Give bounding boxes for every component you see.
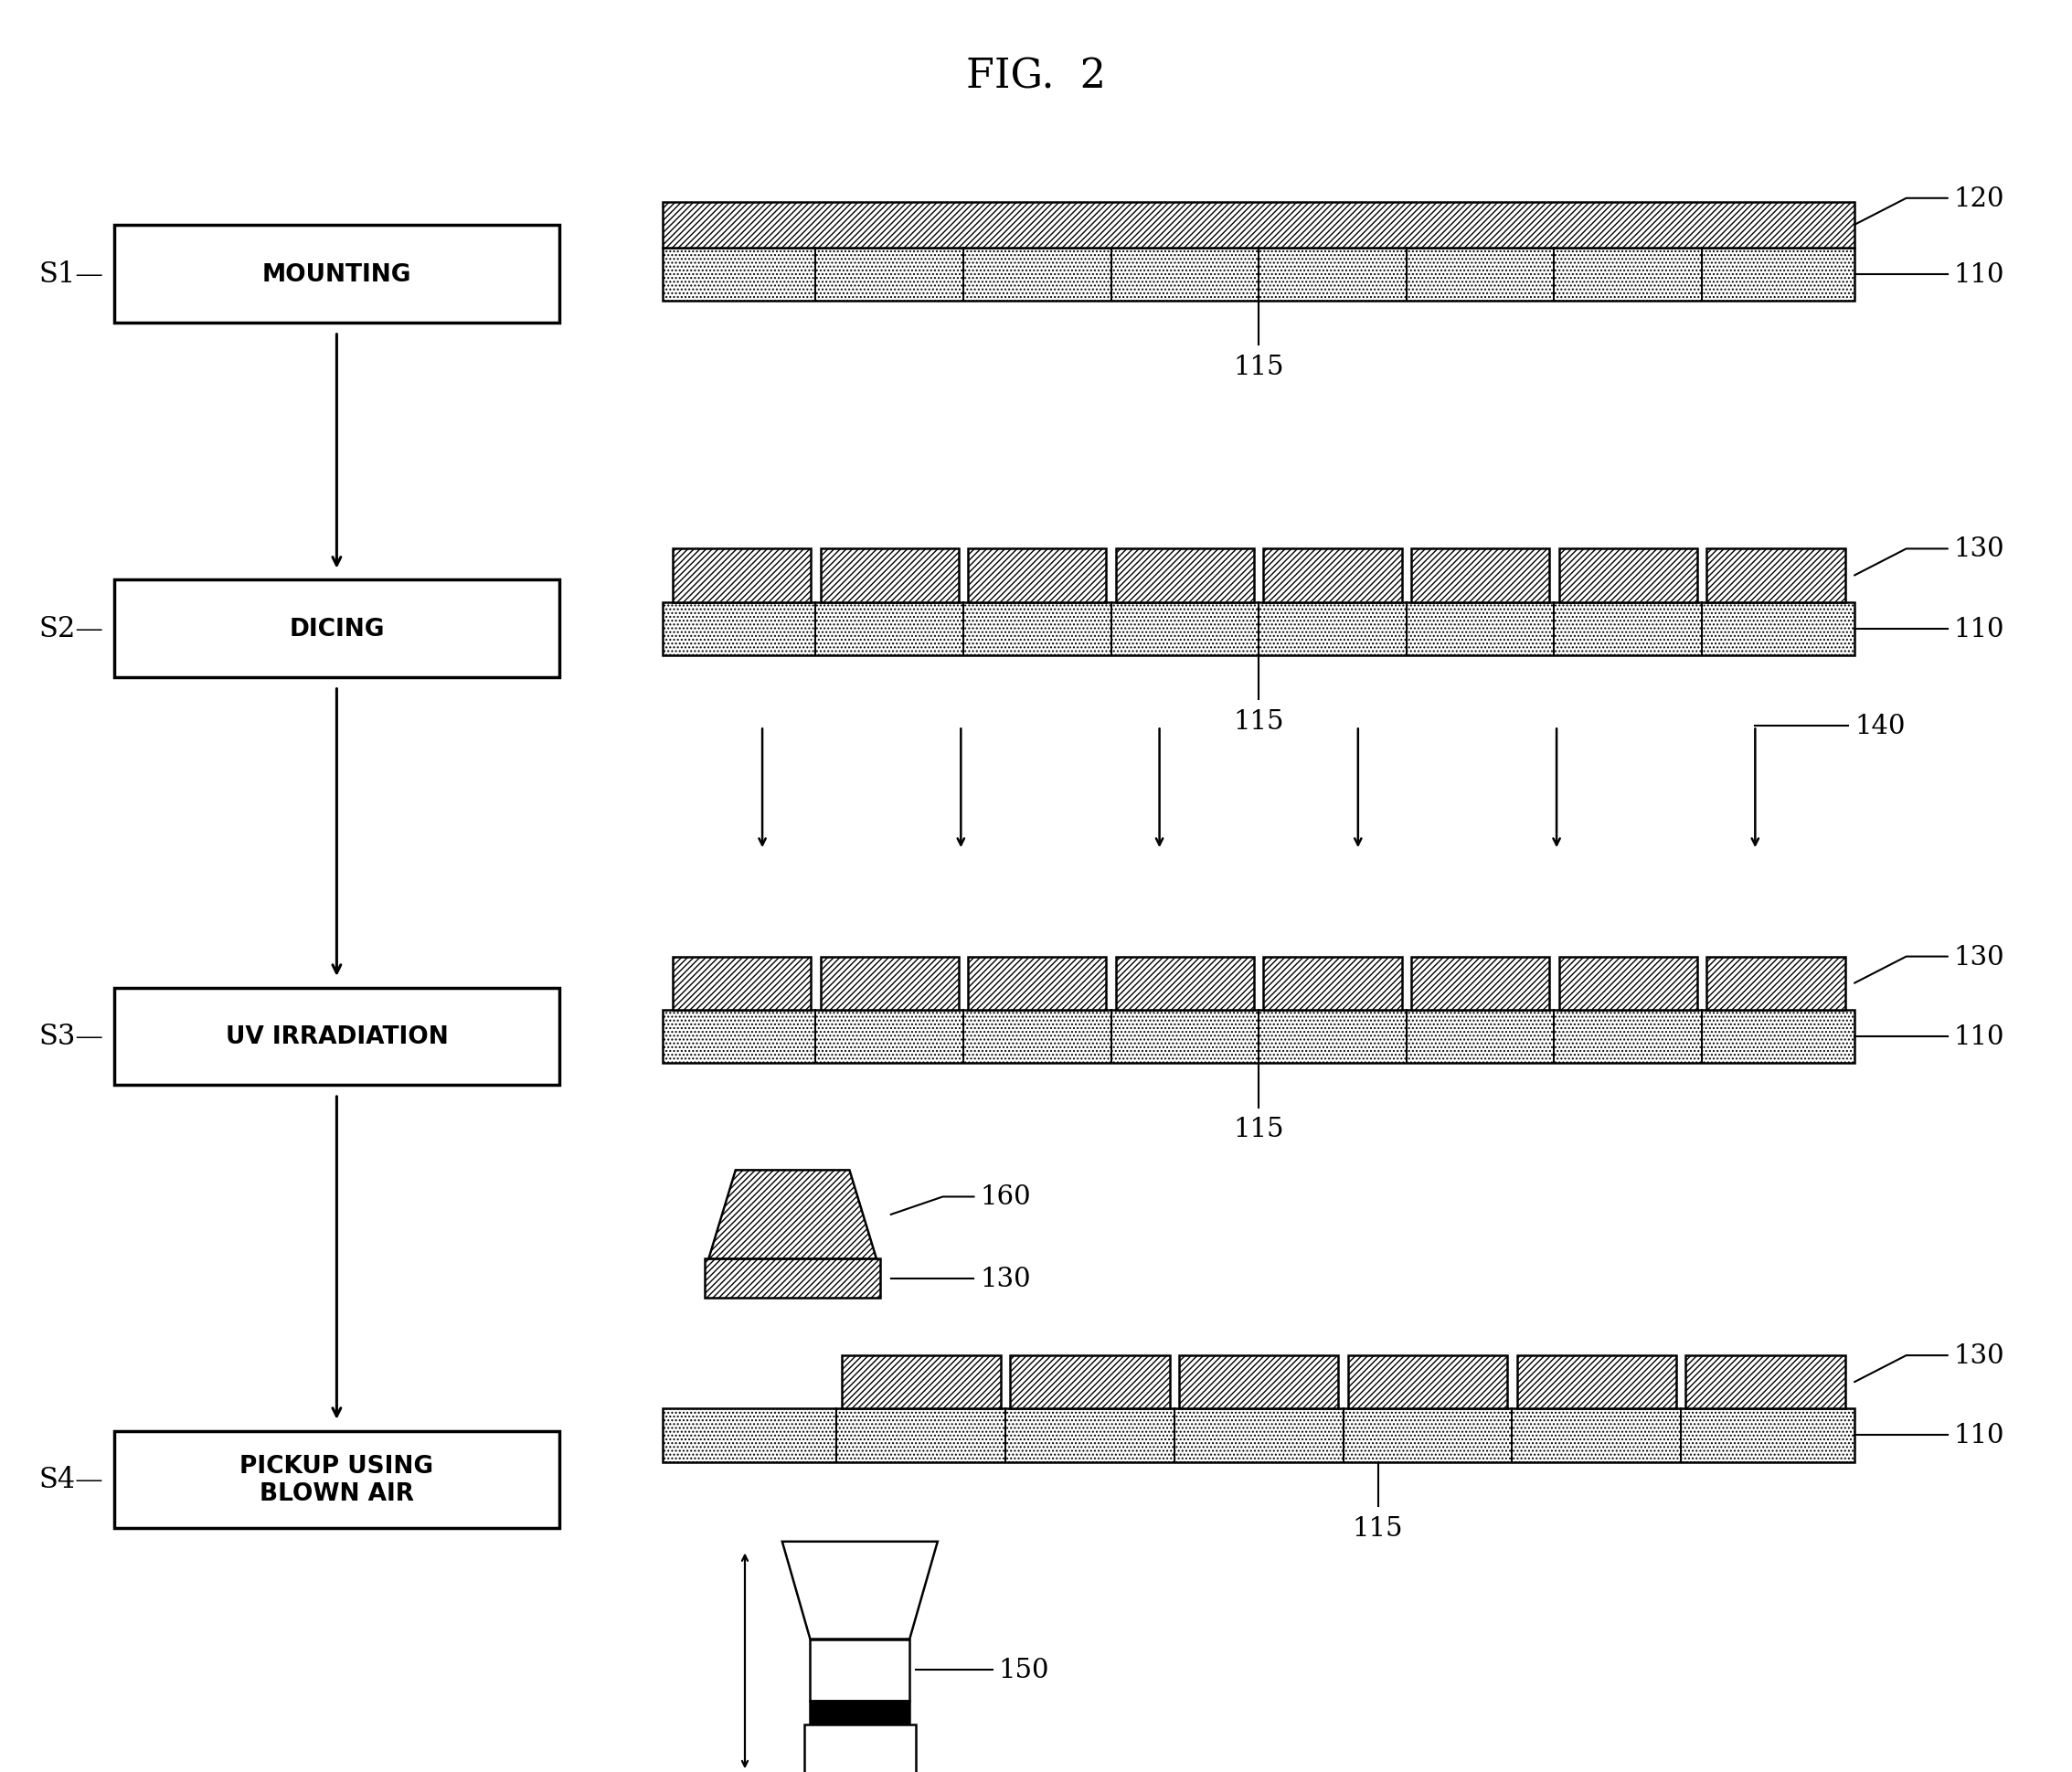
Bar [114,579,559,677]
Bar [1707,957,1844,1010]
Bar [1264,957,1401,1010]
Bar [1411,957,1550,1010]
Bar [663,602,1854,656]
Bar [1115,549,1254,602]
Text: S4—: S4— [39,1465,104,1494]
Bar [114,227,559,324]
Bar [663,204,1854,248]
Bar [1264,549,1401,602]
Text: UV IRRADIATION: UV IRRADIATION [226,1024,448,1049]
Text: 120: 120 [1954,186,2004,211]
Text: S2—: S2— [39,615,104,643]
Text: 115: 115 [1233,354,1285,379]
Bar [1687,1356,1844,1409]
Text: 115: 115 [1233,1116,1285,1141]
Text: 110: 110 [1954,617,2004,641]
Text: S3—: S3— [39,1022,104,1051]
Bar [1558,957,1697,1010]
Bar [1179,1356,1339,1409]
Bar [841,1356,1001,1409]
Bar [1011,1356,1169,1409]
Bar [704,1258,881,1297]
Bar [663,1409,1854,1462]
Text: DICING: DICING [288,617,385,641]
Bar [673,957,810,1010]
Text: 130: 130 [1954,944,2006,969]
Bar [1707,549,1844,602]
Bar [673,549,810,602]
Bar [114,1432,559,1527]
Bar [810,1639,910,1701]
Bar [663,248,1854,301]
Text: 160: 160 [980,1184,1032,1210]
Bar [663,1010,1854,1063]
Polygon shape [709,1170,876,1258]
Bar [821,549,959,602]
Text: 110: 110 [1954,262,2004,287]
Text: 130: 130 [1954,1343,2006,1368]
Text: 130: 130 [980,1265,1032,1292]
Text: 115: 115 [1353,1515,1403,1540]
Text: S1—: S1— [39,260,104,289]
Bar [1411,549,1550,602]
Text: PICKUP USING
BLOWN AIR: PICKUP USING BLOWN AIR [240,1455,433,1504]
Text: 150: 150 [999,1657,1048,1683]
Bar [821,957,959,1010]
Bar [114,989,559,1084]
Bar [1517,1356,1676,1409]
Text: 140: 140 [1854,714,1906,739]
Bar [968,957,1106,1010]
Text: FIG.  2: FIG. 2 [966,57,1106,96]
Text: MOUNTING: MOUNTING [261,262,412,287]
Text: 130: 130 [1954,537,2006,562]
Bar [1349,1356,1506,1409]
Text: 115: 115 [1233,709,1285,734]
Polygon shape [783,1542,937,1639]
Text: 110: 110 [1954,1024,2004,1049]
Bar [968,549,1106,602]
Bar [1115,957,1254,1010]
Bar [804,1724,916,1772]
Text: 110: 110 [1954,1423,2004,1448]
Bar [1558,549,1697,602]
Bar [810,1701,910,1724]
